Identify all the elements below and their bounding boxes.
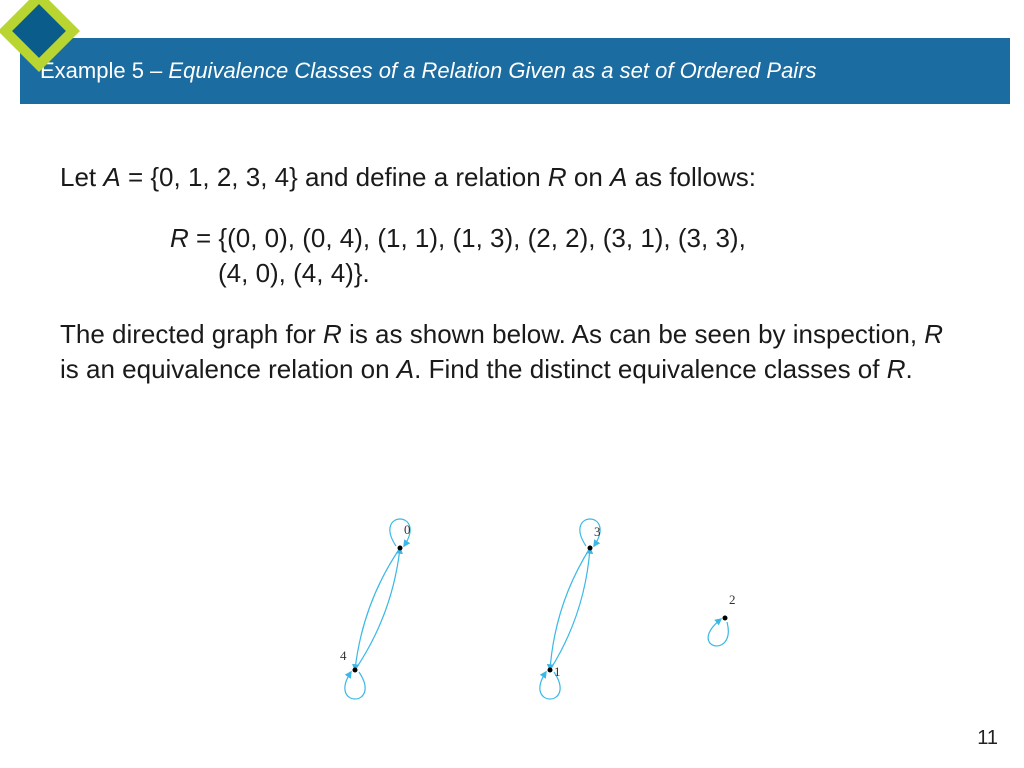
intro-paragraph: Let A = {0, 1, 2, 3, 4} and define a rel…	[60, 160, 964, 195]
text: as follows:	[627, 162, 756, 192]
var-R: R	[170, 223, 189, 253]
text: Let	[60, 162, 103, 192]
page-number: 11	[977, 727, 998, 750]
title-bar: Example 5 – Equivalence Classes of a Rel…	[20, 38, 1010, 104]
title-main: Equivalence Classes of a Relation Given …	[168, 58, 816, 83]
var-R: R	[548, 162, 567, 192]
svg-text:1: 1	[554, 664, 561, 679]
text: is as shown below. As can be seen by ins…	[342, 319, 924, 349]
text: on	[567, 162, 610, 192]
title-text: Example 5 – Equivalence Classes of a Rel…	[40, 58, 817, 84]
var-R: R	[887, 354, 906, 384]
diamond-inner	[12, 4, 66, 58]
svg-text:0: 0	[404, 522, 411, 537]
text: is an equivalence relation on	[60, 354, 397, 384]
text: .	[906, 354, 913, 384]
relation-line2: (4, 0), (4, 4)}.	[218, 256, 964, 291]
relation-line1: R = {(0, 0), (0, 4), (1, 1), (1, 3), (2,…	[170, 221, 964, 256]
svg-text:4: 4	[340, 648, 347, 663]
var-A: A	[397, 354, 414, 384]
content-area: Let A = {0, 1, 2, 3, 4} and define a rel…	[60, 160, 964, 387]
svg-text:2: 2	[729, 592, 736, 607]
var-A: A	[610, 162, 627, 192]
description-paragraph: The directed graph for R is as shown bel…	[60, 317, 964, 387]
graph-svg: 0 4 3 1 2	[250, 510, 810, 740]
var-R: R	[323, 319, 342, 349]
title-prefix: Example 5 –	[40, 58, 168, 83]
text: = {(0, 0), (0, 4), (1, 1), (1, 3), (2, 2…	[189, 223, 746, 253]
text: . Find the distinct equivalence classes …	[414, 354, 887, 384]
svg-text:3: 3	[594, 524, 601, 539]
text: The directed graph for	[60, 319, 323, 349]
directed-graph: 0 4 3 1 2	[250, 510, 810, 740]
text: = {0, 1, 2, 3, 4} and define a relation	[121, 162, 548, 192]
var-R: R	[924, 319, 943, 349]
relation-definition: R = {(0, 0), (0, 4), (1, 1), (1, 3), (2,…	[170, 221, 964, 291]
var-A: A	[103, 162, 120, 192]
